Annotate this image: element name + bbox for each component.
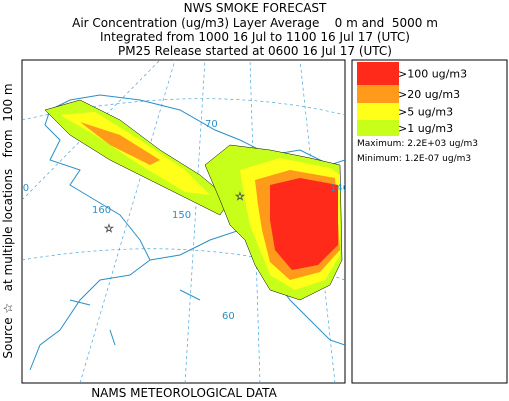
legend-label: >100 ug/m3 [398,68,467,81]
graticule-label: 160 [92,205,111,216]
map: ☆ ☆ 170 160 150 70 60 140 [10,59,349,384]
subtitle: Integrated from 1000 16 Jul to 1100 16 J… [100,30,410,44]
subtitle: Air Concentration (ug/m3) Layer Average … [72,16,438,30]
legend-label: >5 ug/m3 [398,106,453,119]
maximum: Maximum: 2.2E+03 ug/m3 [357,139,478,149]
source-label: Source ☆ at multiple locations from 100 … [1,83,15,358]
subtitle: PM25 Release started at 0600 16 Jul 17 (… [118,44,392,58]
smoke [44,99,343,301]
legend-swatch [357,85,399,103]
graticule-label: 70 [205,119,218,130]
graticule-label: 170 [10,183,29,194]
legend-label: >20 ug/m3 [398,88,460,101]
source-star: ☆ [104,222,114,235]
footer: NAMS METEOROLOGICAL DATA [91,386,277,400]
graticule-label: 60 [222,311,235,322]
graticule-label: 150 [172,210,191,221]
minimum: Minimum: 1.2E-07 ug/m3 [357,154,471,164]
legend-swatch [357,120,399,136]
graticule-label: 140 [330,183,349,194]
legend: Maximum: 2.2E+03 ug/m3 Minimum: 1.2E-07 … [351,59,508,384]
title: NWS SMOKE FORECAST [184,1,327,15]
legend-swatch [357,103,399,120]
legend-swatch [357,62,399,85]
source-star: ☆ [235,190,245,203]
legend-label: >1 ug/m3 [398,122,453,135]
